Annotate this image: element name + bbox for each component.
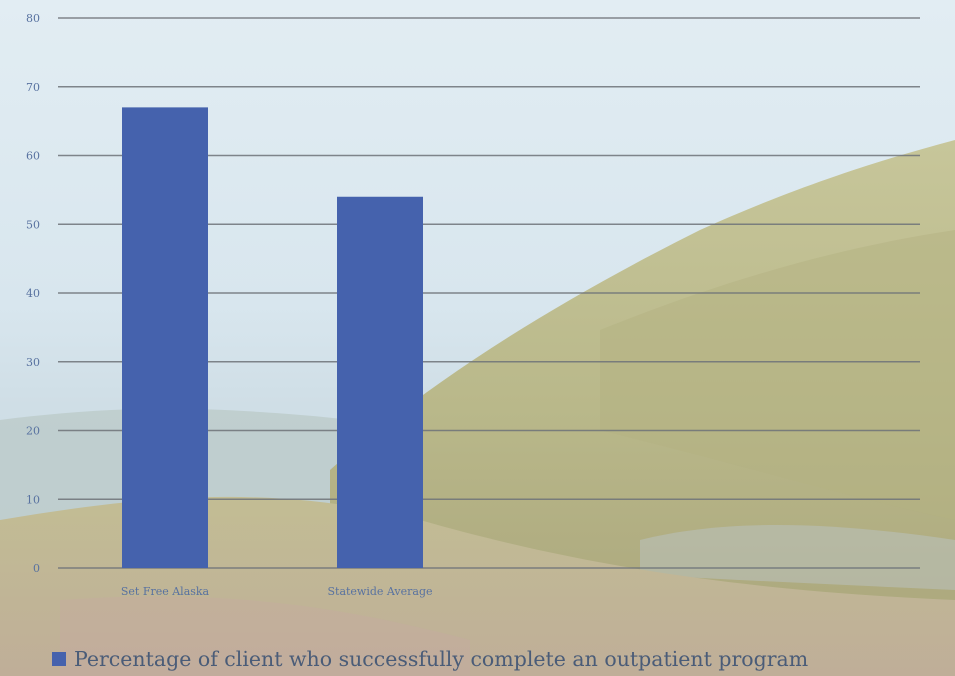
y-tick-label-50: 50: [26, 218, 40, 231]
y-tick-label-60: 60: [26, 150, 40, 163]
bar-set-free-alaska: [122, 107, 208, 568]
y-tick-label-20: 20: [26, 425, 40, 438]
legend-label: Percentage of client who successfully co…: [74, 647, 809, 671]
y-tick-label-70: 70: [26, 81, 40, 94]
y-axis-tick-labels: 0 10 20 30 40 50 60 70 80: [26, 12, 40, 575]
legend-swatch: [52, 652, 66, 666]
legend: Percentage of client who successfully co…: [52, 642, 808, 676]
y-tick-label-10: 10: [26, 493, 40, 506]
y-tick-label-40: 40: [26, 287, 40, 300]
x-tick-label-0: Set Free Alaska: [121, 585, 210, 598]
y-tick-label-30: 30: [26, 356, 40, 369]
y-tick-label-0: 0: [33, 562, 40, 575]
bars: [122, 107, 423, 568]
y-tick-label-80: 80: [26, 12, 40, 25]
bar-statewide-average: [337, 196, 423, 568]
x-tick-label-1: Statewide Average: [327, 585, 432, 598]
x-axis-category-labels: Set Free Alaska Statewide Average: [121, 585, 433, 598]
